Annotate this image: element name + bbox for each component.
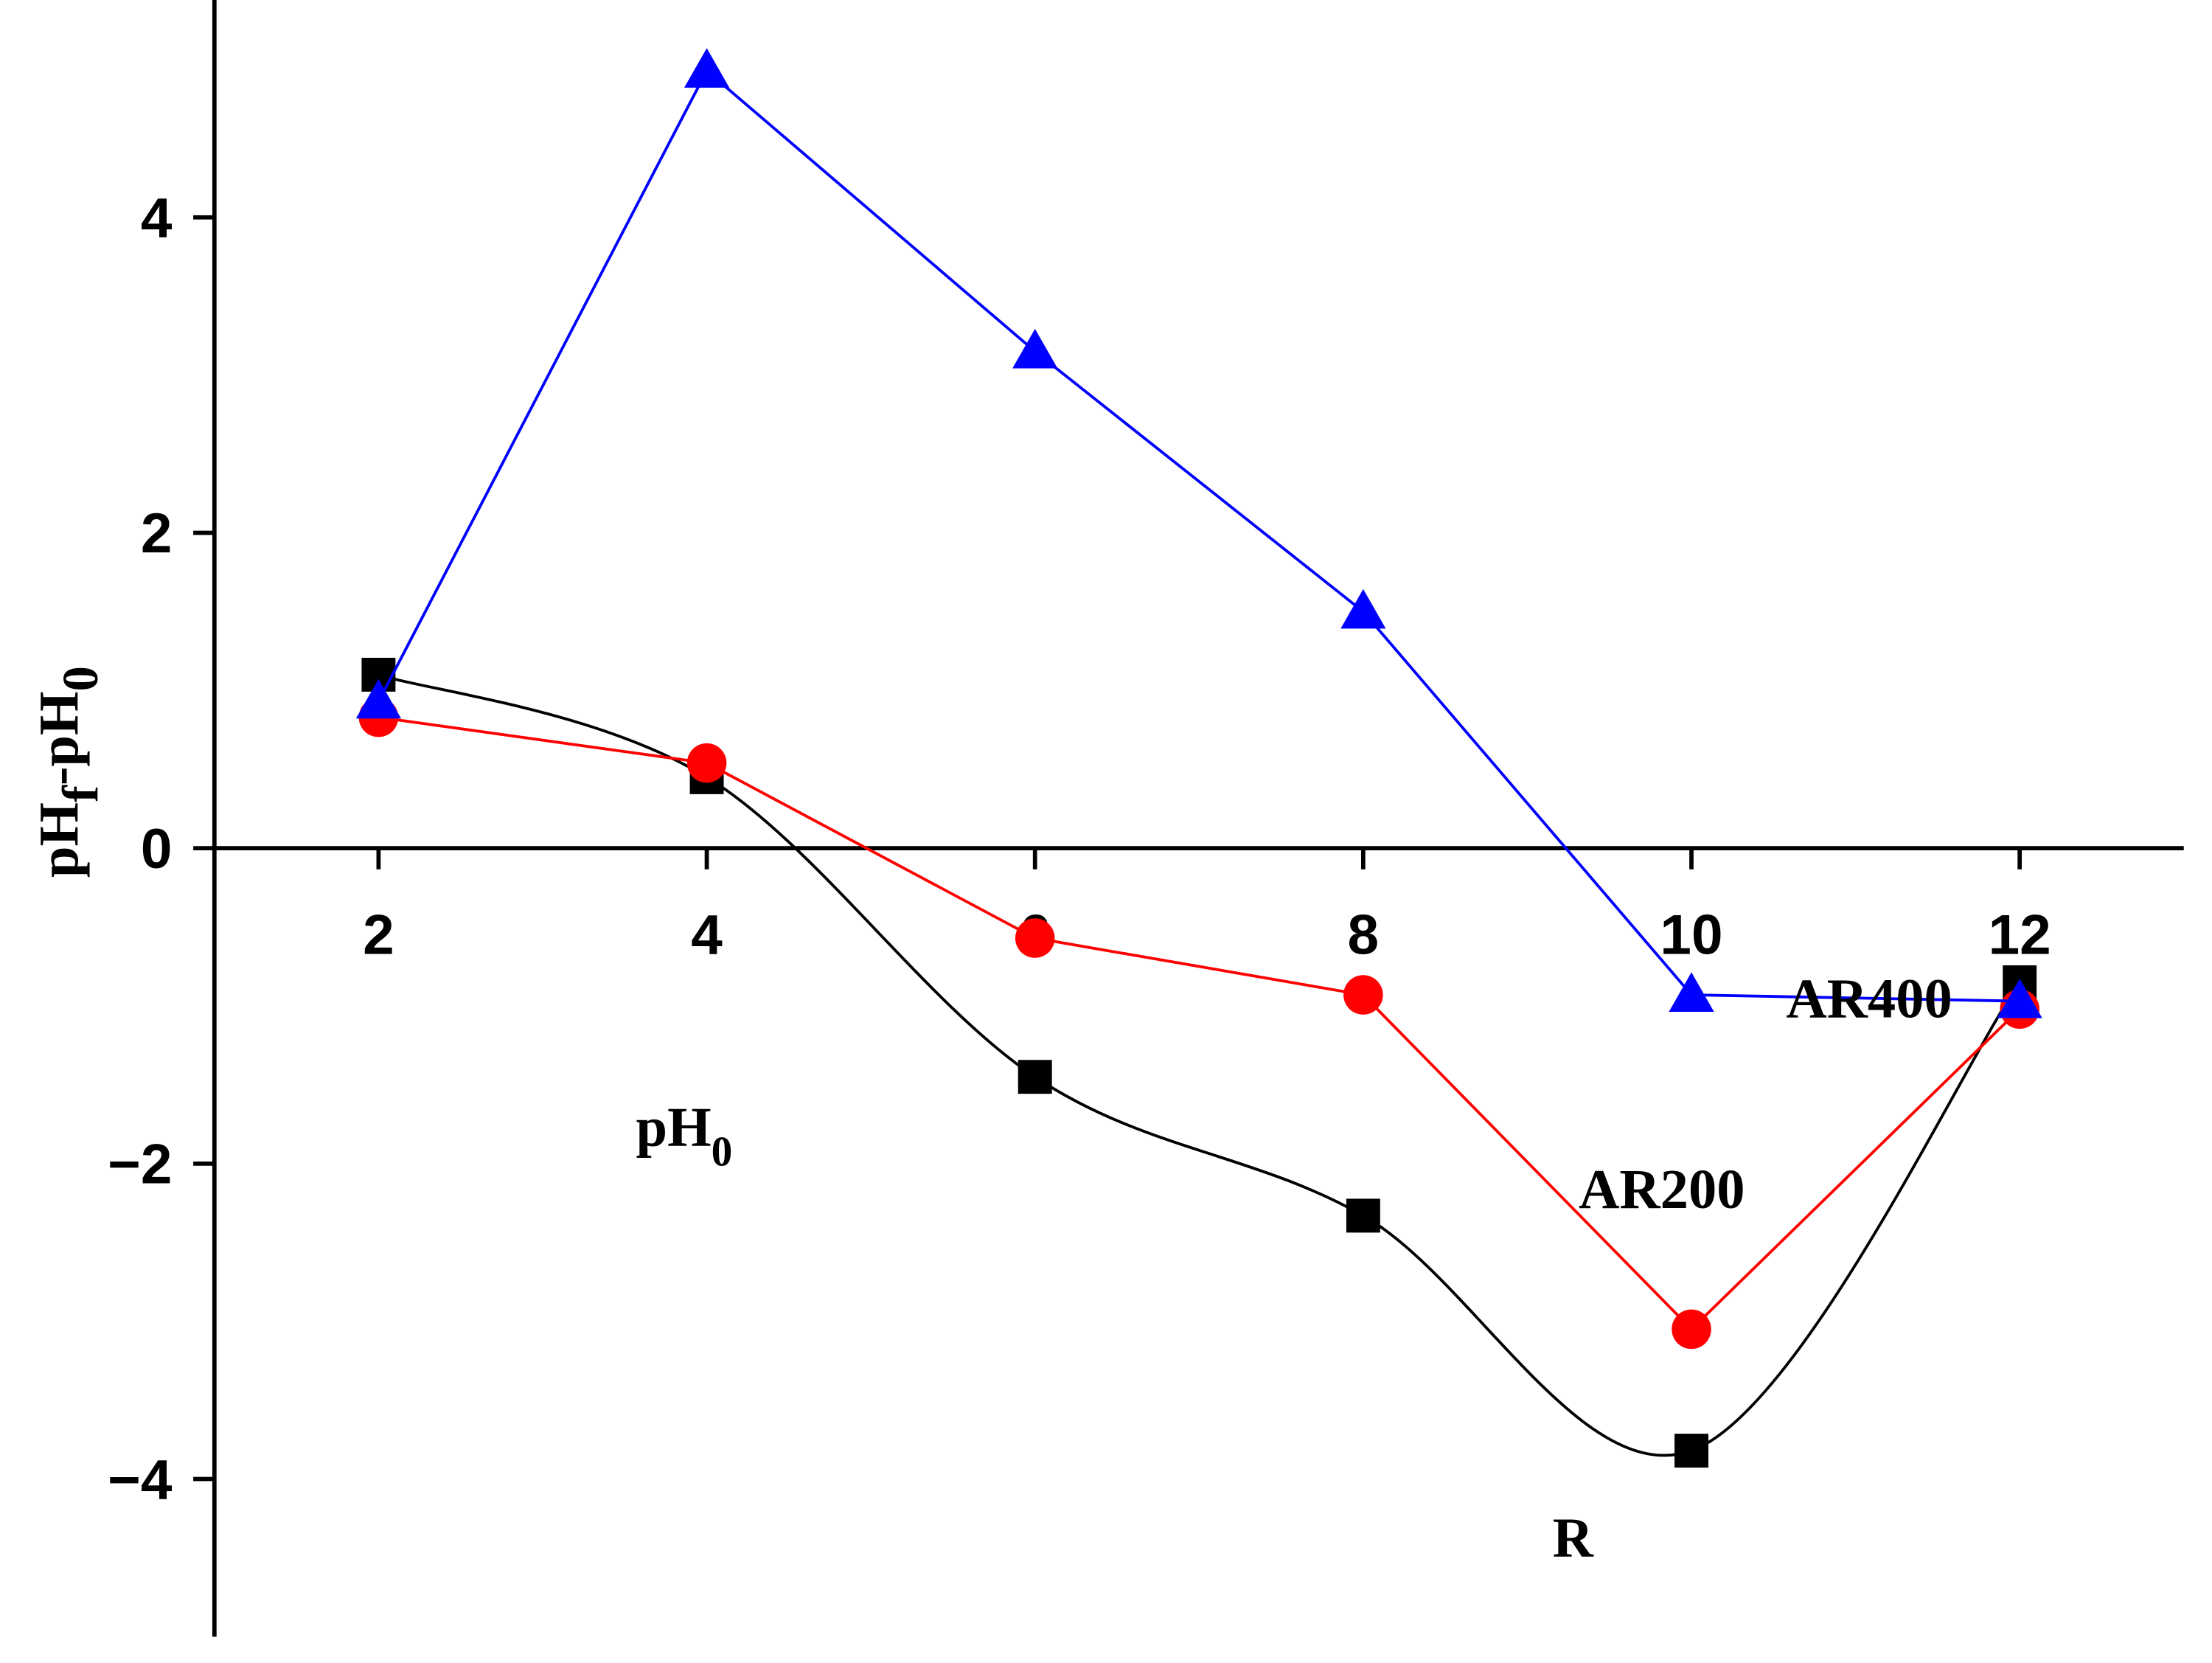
marker <box>1018 1060 1052 1094</box>
marker <box>1012 328 1058 369</box>
marker <box>1997 978 2042 1018</box>
marker <box>1672 1309 1711 1350</box>
y-tick-label: 4 <box>141 187 173 250</box>
series-label: AR400 <box>1786 967 1952 1030</box>
x-tick-label: 4 <box>691 904 723 967</box>
y-label-part: -pH <box>27 691 90 785</box>
series-label: AR200 <box>1579 1158 1745 1221</box>
marker <box>686 743 727 783</box>
marker <box>684 48 730 88</box>
x-label-part: pH <box>636 1096 712 1159</box>
x-tick-label: 2 <box>363 904 394 967</box>
marker <box>1346 1198 1380 1233</box>
x-tick-label: 10 <box>1660 904 1722 967</box>
series-line <box>377 68 2020 1003</box>
x-label-sub: 0 <box>712 1128 733 1175</box>
marker <box>355 678 402 719</box>
y-label-part: pH <box>27 802 90 878</box>
y-axis-label: pHf-pH0 <box>27 666 108 878</box>
x-axis-label: pH0 <box>636 1096 733 1176</box>
series-label: R <box>1553 1506 1594 1569</box>
y-tick-label: 0 <box>141 818 173 881</box>
series-line <box>378 715 2021 1332</box>
marker <box>1674 1434 1708 1468</box>
marker <box>1015 918 1055 958</box>
y-label-sub: f <box>52 785 108 802</box>
x-tick-label: 12 <box>1989 904 2051 967</box>
y-tick-label: −4 <box>108 1448 173 1511</box>
series-line <box>378 673 2021 1457</box>
x-tick-label: 8 <box>1348 904 1380 967</box>
marker <box>1343 975 1383 1015</box>
marker <box>1340 589 1386 629</box>
y-tick-label: −2 <box>108 1133 172 1196</box>
marker <box>1669 972 1714 1012</box>
y-tick-label: 2 <box>141 502 173 565</box>
y-label-sub: 0 <box>52 666 108 691</box>
